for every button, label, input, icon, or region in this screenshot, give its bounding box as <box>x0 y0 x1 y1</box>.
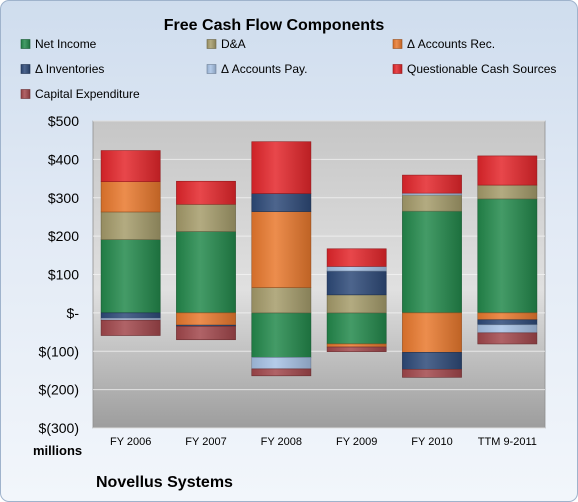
bar-net-income-fy-2007 <box>176 231 236 314</box>
bar-net-income-ttm-9-2011 <box>477 198 538 314</box>
bar-delta-inventories-fy-2009 <box>326 270 387 296</box>
legend-label-questionable-cash-sources: Questionable Cash Sources <box>407 62 556 76</box>
bar-questionable-cash-sources-fy-2008 <box>251 141 312 194</box>
bar-d-a-fy-2006 <box>100 211 161 240</box>
legend-swatch-questionable-cash-sources <box>392 64 403 74</box>
legend-entry-capital-expenditure: Capital Expenditure <box>20 87 140 101</box>
legend-label-d-a: D&A <box>221 37 246 51</box>
y-tick-label: $- <box>67 305 80 321</box>
bar-delta-accounts-rec-fy-2006 <box>100 181 161 213</box>
bar-d-a-fy-2008 <box>251 287 312 314</box>
bar-d-a-fy-2007 <box>176 203 236 232</box>
y-axis-tick-labels: $500 $400 $300 $200 $100 $- $(100) $(200) $(300) <box>39 113 80 436</box>
y-tick-label: $100 <box>48 267 79 283</box>
legend-swatch-delta-accounts-rec <box>392 39 403 49</box>
bar-delta-accounts-rec-ttm-9-2011 <box>477 312 538 321</box>
bar-capital-expenditure-fy-2008 <box>251 368 312 377</box>
y-tick-label: $400 <box>48 151 79 167</box>
legend-swatch-capital-expenditure <box>20 89 31 99</box>
legend-entry-d-a: D&A <box>206 37 246 51</box>
bar-net-income-fy-2009 <box>326 312 387 345</box>
bar-delta-accounts-pay-ttm-9-2011 <box>477 324 538 334</box>
bar-capital-expenditure-fy-2010 <box>402 368 462 378</box>
x-tick-label: FY 2008 <box>261 436 302 448</box>
legend-swatch-delta-accounts-pay <box>206 64 217 74</box>
bar-capital-expenditure-fy-2006 <box>100 319 161 336</box>
bar-delta-inventories-fy-2006 <box>100 312 161 319</box>
bar-capital-expenditure-fy-2007 <box>176 326 236 341</box>
bars <box>100 141 538 378</box>
bar-d-a-fy-2009 <box>326 294 387 314</box>
x-tick-label: FY 2006 <box>110 436 151 448</box>
x-axis-tick-labels: FY 2006 FY 2007 FY 2008 FY 2009 FY 2010 TTM 9… <box>110 436 537 448</box>
legend-label-delta-accounts-rec: Δ Accounts Rec. <box>407 37 495 51</box>
legend-entry-delta-accounts-rec: Δ Accounts Rec. <box>392 37 495 51</box>
y-tick-label: $300 <box>48 190 79 206</box>
legend-entry-delta-inventories: Δ Inventories <box>20 62 104 76</box>
bar-delta-inventories-fy-2010 <box>402 352 462 370</box>
x-tick-label: FY 2009 <box>336 436 377 448</box>
x-tick-label: TTM 9-2011 <box>478 436 537 448</box>
bar-d-a-fy-2010 <box>402 194 462 212</box>
legend-swatch-delta-inventories <box>20 64 31 74</box>
bar-delta-accounts-pay-fy-2008 <box>251 357 312 370</box>
legend-label-delta-accounts-pay: Δ Accounts Pay. <box>221 62 308 76</box>
y-tick-label: $(300) <box>39 420 79 436</box>
legend: Net Income D&A Δ Accounts Rec. Δ Inventorie… <box>20 37 556 101</box>
legend-entry-questionable-cash-sources: Questionable Cash Sources <box>392 62 556 76</box>
company-name: Novellus Systems <box>96 474 233 491</box>
y-tick-label: $500 <box>48 113 79 129</box>
bar-delta-accounts-rec-fy-2008 <box>251 211 312 288</box>
x-tick-label: FY 2010 <box>411 436 452 448</box>
bar-capital-expenditure-ttm-9-2011 <box>477 332 538 345</box>
bar-net-income-fy-2008 <box>251 312 312 358</box>
bar-questionable-cash-sources-fy-2010 <box>402 174 462 194</box>
gridlines <box>93 120 545 429</box>
y-tick-label: $200 <box>48 228 79 244</box>
bar-delta-accounts-rec-fy-2007 <box>176 312 236 326</box>
bar-d-a-ttm-9-2011 <box>477 184 538 200</box>
bar-net-income-fy-2006 <box>100 239 161 314</box>
legend-swatch-net-income <box>20 39 31 49</box>
chart-title: Free Cash Flow Components <box>164 17 385 34</box>
legend-label-capital-expenditure: Capital Expenditure <box>35 87 140 101</box>
bar-questionable-cash-sources-ttm-9-2011 <box>477 155 538 186</box>
bar-delta-inventories-ttm-9-2011 <box>477 319 538 326</box>
bar-capital-expenditure-fy-2009 <box>326 346 387 352</box>
bar-delta-accounts-pay-fy-2009 <box>326 266 387 272</box>
y-tick-label: $(200) <box>39 382 79 398</box>
bar-delta-inventories-fy-2008 <box>251 193 312 212</box>
legend-entry-delta-accounts-pay: Δ Accounts Pay. <box>206 62 308 76</box>
bar-delta-accounts-rec-fy-2010 <box>402 312 462 353</box>
legend-swatch-d-a <box>206 39 217 49</box>
x-tick-label: FY 2007 <box>185 436 226 448</box>
bar-questionable-cash-sources-fy-2006 <box>100 150 161 182</box>
unit-label: millions <box>33 443 82 458</box>
bar-questionable-cash-sources-fy-2007 <box>176 180 236 205</box>
legend-entry-net-income: Net Income <box>20 37 97 51</box>
bar-net-income-fy-2010 <box>402 210 462 314</box>
y-tick-label: $(100) <box>39 343 79 359</box>
bar-questionable-cash-sources-fy-2009 <box>326 248 387 267</box>
legend-label-net-income: Net Income <box>35 37 97 51</box>
bar-delta-accounts-rec-fy-2009 <box>326 343 387 348</box>
legend-label-delta-inventories: Δ Inventories <box>35 62 104 76</box>
